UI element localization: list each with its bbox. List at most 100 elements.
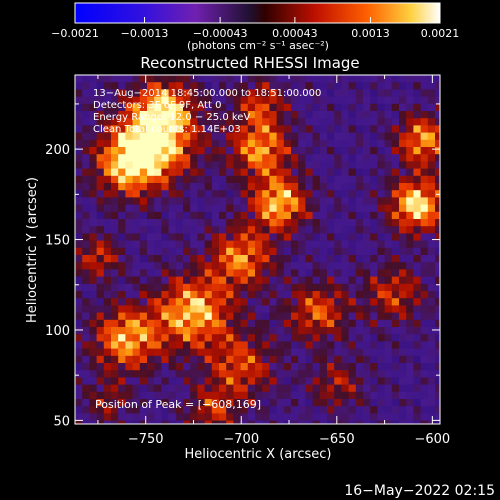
heatmap-cell	[226, 262, 234, 270]
heatmap-cell	[233, 334, 241, 342]
heatmap-cell	[255, 103, 263, 112]
heatmap-cell	[262, 219, 270, 227]
heatmap-cell	[197, 363, 205, 371]
heatmap-cell	[154, 305, 162, 313]
heatmap-cell	[240, 247, 249, 256]
heatmap-cell	[312, 291, 321, 299]
heatmap-cell	[154, 89, 162, 97]
heatmap-cell	[391, 96, 400, 105]
heatmap-cell	[240, 341, 249, 349]
heatmap-cell	[125, 276, 133, 285]
heatmap-cell	[276, 298, 285, 306]
heatmap-cell	[291, 262, 299, 270]
heatmap-cell	[255, 175, 263, 184]
heatmap-cell	[384, 283, 393, 292]
heatmap-cell	[291, 96, 299, 105]
heatmap-cell	[298, 197, 306, 205]
heatmap-cell	[75, 406, 83, 414]
heatmap-cell	[103, 75, 112, 83]
heatmap-cell	[420, 399, 429, 407]
heatmap-cell	[377, 334, 385, 342]
heatmap-cell	[89, 240, 97, 249]
heatmap-cell	[298, 312, 306, 321]
heatmap-cell	[226, 204, 234, 213]
heatmap-cell	[75, 283, 83, 292]
heatmap-cell	[147, 240, 155, 249]
heatmap-cell	[240, 233, 249, 241]
heatmap-cell	[211, 269, 220, 277]
heatmap-cell	[161, 262, 169, 270]
heatmap-cell	[276, 175, 285, 184]
heatmap-cell	[183, 211, 191, 220]
heatmap-cell	[247, 183, 256, 191]
heatmap-cell	[312, 103, 321, 112]
heatmap-cell	[111, 154, 119, 162]
y-tick-label: 50	[53, 414, 70, 429]
heatmap-cell	[399, 197, 407, 205]
heatmap-cell	[370, 262, 378, 270]
heatmap-cell	[226, 348, 234, 357]
heatmap-cell	[103, 283, 112, 292]
heatmap-cell	[312, 413, 321, 421]
heatmap-cell	[82, 391, 90, 400]
heatmap-cell	[240, 363, 249, 371]
heatmap-cell	[305, 355, 313, 364]
heatmap-cell	[111, 111, 119, 119]
heatmap-cell	[283, 283, 292, 292]
heatmap-cell	[219, 276, 227, 285]
heatmap-cell	[247, 391, 256, 400]
heatmap-cell	[226, 233, 234, 241]
heatmap-cell	[413, 262, 421, 270]
heatmap-cell	[319, 283, 328, 292]
heatmap-cell	[197, 406, 205, 414]
heatmap-cell	[298, 211, 306, 220]
heatmap-cell	[89, 197, 97, 205]
heatmap-cell	[363, 363, 371, 371]
heatmap-cell	[211, 341, 220, 349]
heatmap-cell	[327, 262, 335, 270]
heatmap-cell	[240, 125, 249, 133]
heatmap-cell	[118, 197, 126, 205]
heatmap-cell	[420, 125, 429, 133]
heatmap-cell	[427, 197, 436, 205]
heatmap-cell	[363, 147, 371, 155]
heatmap-cell	[161, 247, 169, 256]
heatmap-cell	[312, 399, 321, 407]
heatmap-cell	[125, 226, 133, 234]
heatmap-cell	[154, 420, 162, 424]
heatmap-cell	[291, 420, 299, 424]
heatmap-cell	[75, 413, 83, 421]
heatmap-cell	[118, 348, 126, 357]
heatmap-cell	[355, 341, 364, 349]
heatmap-cell	[399, 96, 407, 105]
heatmap-cell	[312, 255, 321, 263]
heatmap-cell	[132, 168, 141, 177]
heatmap-cell	[312, 247, 321, 256]
heatmap-cell	[420, 183, 429, 191]
heatmap-cell	[139, 147, 148, 155]
heatmap-cell	[125, 125, 133, 133]
heatmap-cell	[255, 341, 263, 349]
heatmap-cell	[291, 399, 299, 407]
heatmap-cell	[103, 391, 112, 400]
heatmap-cell	[291, 147, 299, 155]
heatmap-cell	[276, 348, 285, 357]
heatmap-cell	[327, 118, 335, 126]
heatmap-cell	[89, 298, 97, 306]
heatmap-cell	[125, 283, 133, 292]
heatmap-cell	[391, 147, 400, 155]
heatmap-cell	[96, 89, 105, 97]
heatmap-cell	[384, 118, 393, 126]
heatmap-cell	[168, 420, 177, 424]
heatmap-cell	[327, 276, 335, 285]
heatmap-cell	[327, 154, 335, 162]
heatmap-cell	[341, 406, 349, 414]
heatmap-cell	[255, 355, 263, 364]
heatmap-cell	[168, 391, 177, 400]
heatmap-cell	[341, 103, 349, 112]
heatmap-cell	[406, 399, 414, 407]
heatmap-cell	[435, 125, 440, 133]
heatmap-cell	[413, 283, 421, 292]
heatmap-cell	[154, 111, 162, 119]
heatmap-cell	[75, 327, 83, 335]
